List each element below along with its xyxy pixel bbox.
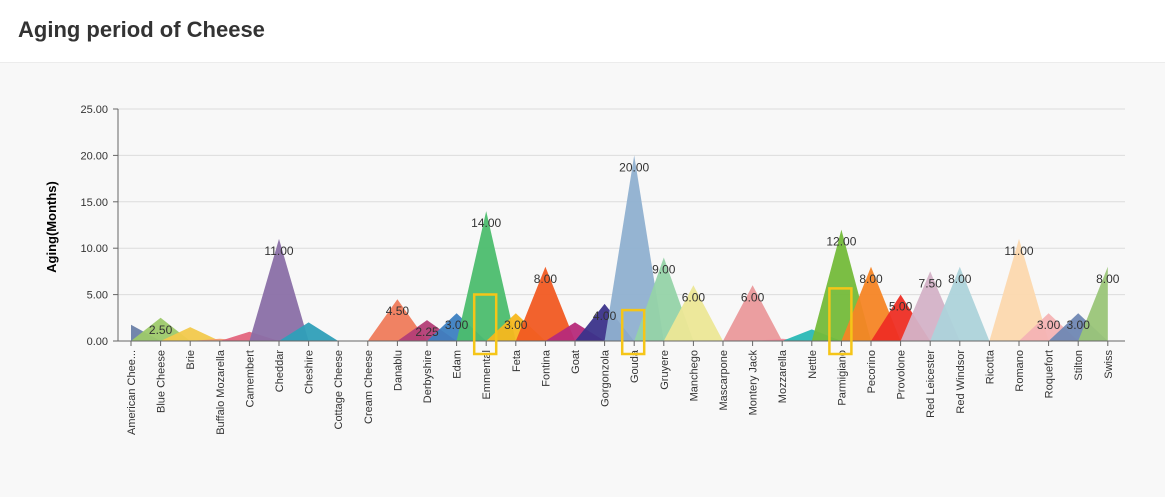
- highlight-box: [472, 293, 498, 356]
- data-label: 2.50: [149, 323, 173, 337]
- x-tick-label: Cream Cheese: [363, 350, 375, 424]
- x-tick-label: Swiss: [1103, 350, 1115, 379]
- x-tick-label: Pecorino: [866, 350, 878, 393]
- x-tick-label: Feta: [511, 349, 523, 372]
- data-label: 7.50: [919, 276, 943, 290]
- x-tick-label: Montery Jack: [748, 350, 760, 416]
- data-labels: 2.50 11.00 4.50 2.25 3.00 14.00 3.00 8.00 4.00 20…: [149, 160, 1120, 339]
- y-tick-label: 10.00: [80, 243, 108, 255]
- data-label: 4.50: [386, 304, 410, 318]
- data-label: 8.00: [1096, 272, 1120, 286]
- x-tick-label: American Chee...: [126, 350, 138, 435]
- data-label: 2.25: [415, 325, 439, 339]
- data-label: 14.00: [471, 216, 501, 230]
- x-tick-label: Gorgonzola: [600, 349, 612, 407]
- y-axis: 0.00 5.00 10.00 15.00 20.00 25.00: [80, 104, 119, 348]
- data-label: 5.00: [889, 300, 913, 314]
- area-swiss[interactable]: [1078, 266, 1108, 341]
- x-tick-label: Goat: [570, 350, 582, 374]
- area-manchego[interactable]: [663, 285, 723, 341]
- chart-title: Aging period of Cheese: [18, 17, 265, 42]
- x-tick-label: Romano: [1014, 350, 1026, 392]
- chart-header: Aging period of Cheese: [0, 0, 1165, 63]
- x-tick-label: Buffalo Mozarella: [215, 349, 227, 435]
- x-tick-label: Provolone: [896, 350, 908, 400]
- y-tick-label: 5.00: [87, 290, 108, 302]
- x-tick-label: Stilton: [1073, 350, 1085, 381]
- x-tick-label: Nettle: [807, 350, 819, 379]
- x-tick-label: Camembert: [244, 350, 256, 407]
- area-cheshire[interactable]: [279, 322, 339, 341]
- x-tick-label: Gruyere: [659, 350, 671, 390]
- data-label: 11.00: [1004, 244, 1033, 258]
- area-danablu[interactable]: [367, 299, 427, 341]
- x-tick-label: Ricotta: [984, 349, 996, 384]
- y-tick-label: 20.00: [80, 150, 108, 162]
- x-axis: American Chee... Blue Cheese Brie Buffalo M…: [118, 287, 1125, 435]
- y-tick-label: 0.00: [87, 336, 108, 348]
- y-axis-label: Aging(Months): [44, 181, 59, 273]
- x-tick-label: Brie: [185, 350, 197, 370]
- x-tick-label: Cottage Cheese: [333, 350, 345, 430]
- area-fontina[interactable]: [515, 266, 575, 341]
- x-tick-label: Fontina: [540, 349, 552, 387]
- data-label: 11.00: [264, 244, 293, 258]
- highlight-box: [828, 287, 853, 356]
- data-label: 3.00: [1067, 318, 1091, 332]
- data-label: 6.00: [682, 290, 706, 304]
- x-tick-label: Derbyshire: [422, 350, 434, 403]
- x-tick-label: Red Windsor: [955, 350, 967, 414]
- x-tick-label: Edam: [452, 350, 464, 379]
- area-series: [131, 155, 1108, 341]
- area-brie[interactable]: [160, 327, 220, 341]
- x-tick-label: Parmigiano: [836, 350, 848, 406]
- x-tick-label: Cheddar: [274, 350, 286, 393]
- area-emmental[interactable]: [456, 211, 516, 341]
- x-tick-label: Danablu: [392, 350, 404, 391]
- area-red-windsor[interactable]: [930, 266, 990, 341]
- y-tick-label: 25.00: [80, 104, 108, 116]
- x-tick-label: Emmental: [481, 350, 493, 400]
- data-label: 3.00: [1037, 318, 1061, 332]
- y-tick-label: 15.00: [80, 197, 108, 209]
- data-label: 3.00: [445, 318, 469, 332]
- x-tick-label: Mozzarella: [777, 349, 789, 403]
- data-label: 4.00: [593, 309, 617, 323]
- x-tick-label: Manchego: [688, 350, 700, 401]
- x-tick-label: Roquefort: [1044, 350, 1056, 398]
- data-label: 8.00: [859, 272, 883, 286]
- data-label: 8.00: [948, 272, 972, 286]
- x-tick-label: Red Leicester: [925, 350, 937, 418]
- data-label: 3.00: [504, 318, 528, 332]
- data-label: 20.00: [619, 160, 649, 174]
- area-romano[interactable]: [989, 238, 1049, 341]
- data-label: 9.00: [652, 262, 676, 276]
- x-tick-label: Cheshire: [304, 350, 316, 394]
- x-tick-label: Gouda: [629, 349, 641, 383]
- data-label: 8.00: [534, 272, 558, 286]
- area-gouda[interactable]: [604, 155, 664, 341]
- x-tick-label: Mascarpone: [718, 350, 730, 411]
- x-tick-label: Blue Cheese: [156, 350, 168, 413]
- area-montery-jack[interactable]: [723, 285, 783, 341]
- highlight-box: [620, 308, 646, 356]
- area-cheddar[interactable]: [249, 238, 309, 341]
- data-label: 6.00: [741, 290, 765, 304]
- data-label: 12.00: [826, 235, 856, 249]
